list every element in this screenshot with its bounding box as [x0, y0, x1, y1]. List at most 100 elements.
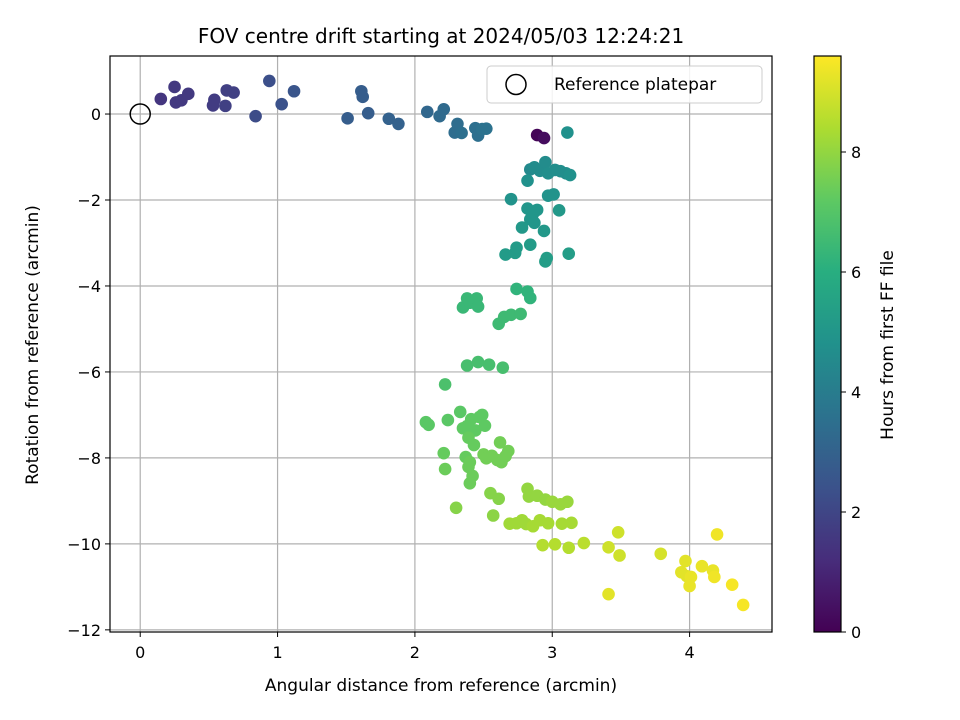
- data-point: [482, 358, 496, 371]
- data-point: [708, 570, 721, 584]
- data-point: [460, 359, 474, 372]
- data-point: [695, 559, 709, 573]
- data-point: [528, 216, 541, 230]
- data-point: [441, 413, 455, 427]
- y-tick-label: −8: [77, 449, 101, 468]
- colorbar-gradient: [813, 55, 842, 633]
- data-point: [515, 221, 529, 234]
- colorbar-tick-label: 8: [851, 143, 861, 162]
- data-point: [555, 517, 569, 530]
- grid-lines: [110, 56, 772, 632]
- data-point: [263, 74, 276, 88]
- data-point: [521, 174, 534, 187]
- data-point: [523, 291, 537, 305]
- data-point: [540, 251, 554, 265]
- legend-entry-reference: Reference platepar: [554, 75, 716, 95]
- data-point: [467, 438, 481, 452]
- plot-frame: [109, 55, 773, 633]
- data-point: [654, 547, 668, 561]
- y-tick-label: 0: [91, 105, 101, 124]
- data-point: [562, 541, 576, 555]
- data-point: [504, 308, 518, 322]
- data-point: [684, 570, 698, 584]
- data-point: [249, 109, 262, 123]
- data-point: [438, 462, 452, 476]
- data-point: [392, 117, 405, 131]
- data-point: [475, 408, 489, 422]
- data-point: [480, 122, 493, 135]
- data-point: [422, 418, 435, 432]
- data-point: [537, 224, 551, 238]
- y-tick-label: −6: [77, 363, 101, 382]
- colorbar-ticks: 0 2 4 6 8: [841, 143, 861, 642]
- data-point: [523, 238, 537, 252]
- data-point: [455, 126, 468, 140]
- data-point: [548, 538, 562, 551]
- legend-box: [486, 65, 763, 104]
- data-point: [504, 192, 518, 206]
- data-point: [602, 587, 615, 601]
- colorbar: 0 2 4 6 8 Hours from first FF file: [813, 55, 898, 642]
- data-point: [168, 80, 181, 94]
- data-point: [227, 86, 240, 99]
- data-point: [493, 436, 507, 449]
- data-point: [453, 405, 467, 419]
- data-point: [501, 444, 515, 458]
- colorbar-tick-label: 6: [851, 263, 861, 282]
- data-point: [361, 106, 375, 120]
- x-tick-label: 2: [410, 643, 420, 662]
- data-point: [275, 97, 288, 111]
- data-point: [602, 541, 615, 554]
- x-tick-label: 4: [684, 643, 694, 662]
- data-point: [449, 501, 463, 515]
- y-tick-label: −4: [77, 277, 101, 296]
- data-point: [510, 241, 523, 255]
- data-point: [471, 355, 485, 369]
- data-point: [382, 112, 396, 126]
- data-point: [420, 105, 434, 119]
- data-point: [611, 525, 625, 539]
- colorbar-tick-label: 2: [851, 503, 861, 522]
- data-point: [561, 495, 574, 509]
- chart-title: FOV centre drift starting at 2024/05/03 …: [198, 24, 684, 48]
- data-point: [561, 126, 574, 139]
- data-point: [725, 578, 739, 592]
- y-axis-ticks: 0 −2 −4 −6 −8 −10 −12: [67, 105, 110, 640]
- x-tick-label: 3: [547, 643, 557, 662]
- reference-marker-layer: [129, 103, 151, 125]
- data-point: [577, 536, 591, 550]
- data-point: [287, 84, 301, 98]
- data-point: [562, 247, 576, 261]
- colorbar-tick-label: 0: [851, 623, 861, 642]
- data-point: [492, 492, 505, 506]
- data-point: [496, 361, 510, 374]
- data-point: [514, 307, 527, 321]
- data-point: [486, 509, 500, 522]
- x-tick-label: 0: [135, 643, 145, 662]
- reference-platepar-marker: [129, 103, 151, 125]
- colorbar-tick-label: 4: [851, 383, 861, 402]
- x-tick-label: 1: [272, 643, 282, 662]
- data-point: [552, 204, 566, 217]
- data-point: [356, 90, 370, 104]
- y-axis-label: Rotation from reference (arcmin): [23, 205, 43, 485]
- x-axis-ticks: 0 1 2 3 4: [135, 632, 695, 662]
- data-point: [537, 131, 551, 145]
- y-tick-label: −12: [67, 621, 101, 640]
- data-point: [510, 282, 523, 296]
- legend: Reference platepar: [486, 65, 763, 104]
- data-point: [565, 516, 578, 530]
- data-point: [539, 155, 552, 169]
- data-point: [463, 476, 477, 490]
- data-point: [208, 93, 221, 107]
- data-point: [613, 549, 626, 562]
- data-point: [154, 92, 168, 106]
- data-point: [547, 188, 560, 201]
- y-tick-label: −10: [67, 535, 101, 554]
- y-tick-label: −2: [77, 191, 101, 210]
- data-point: [471, 300, 485, 313]
- data-point: [536, 538, 549, 552]
- data-point: [478, 419, 492, 432]
- data-point: [499, 248, 512, 261]
